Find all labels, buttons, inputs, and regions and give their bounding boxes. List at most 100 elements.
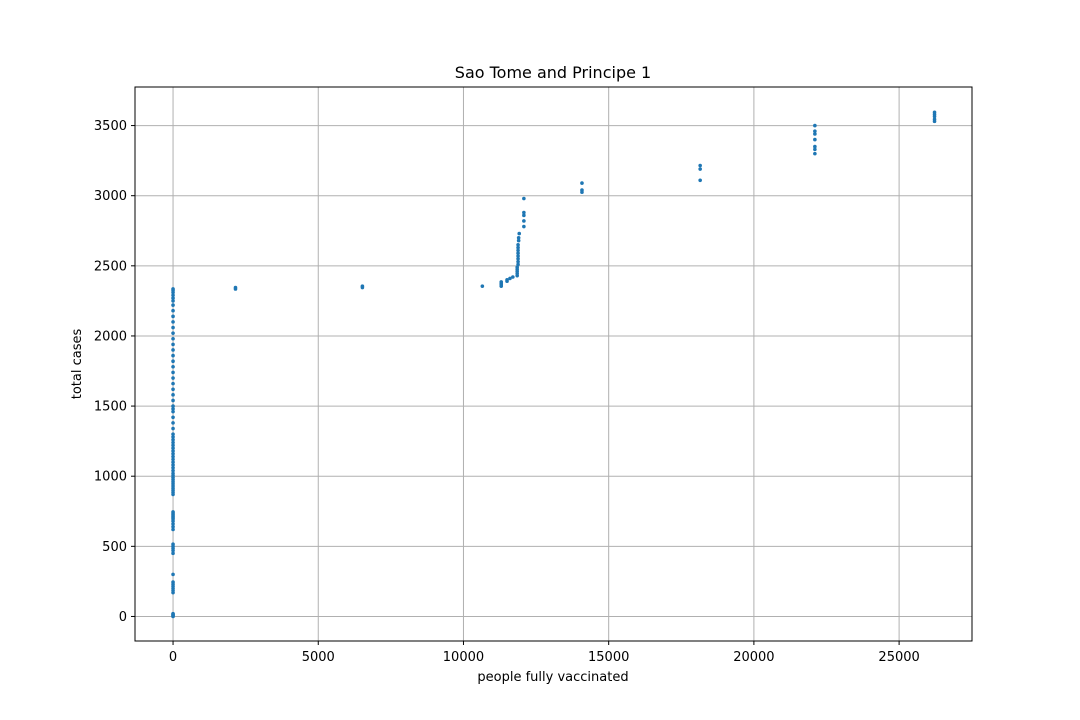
data-point	[171, 551, 175, 556]
data-point	[171, 320, 175, 324]
data-point	[171, 353, 175, 358]
data-point	[171, 443, 175, 448]
x-axis-label: people fully vaccinated	[477, 670, 628, 685]
data-point	[480, 284, 485, 288]
data-point	[171, 303, 175, 307]
y-tick-label: 0	[119, 610, 127, 625]
data-point	[516, 251, 520, 255]
data-point	[171, 336, 175, 341]
x-tick-label: 20000	[733, 650, 774, 665]
data-point	[171, 463, 175, 467]
data-point	[171, 376, 175, 380]
data-point	[516, 262, 520, 267]
data-point	[171, 446, 175, 450]
data-point	[171, 325, 175, 330]
y-tick-label: 2000	[94, 329, 127, 344]
data-point	[522, 210, 526, 215]
data-point	[522, 224, 526, 229]
data-point	[171, 572, 175, 577]
data-point	[171, 365, 175, 369]
data-point	[171, 440, 175, 445]
data-point	[516, 245, 520, 250]
data-point	[171, 542, 175, 547]
data-point	[171, 314, 175, 319]
data-point	[516, 235, 521, 240]
plot-frame	[134, 86, 973, 642]
data-point	[171, 432, 175, 436]
x-tick-label: 10000	[443, 650, 484, 665]
data-point	[171, 426, 175, 431]
data-point	[516, 259, 520, 264]
data-point	[698, 163, 702, 168]
data-point	[171, 370, 175, 375]
data-point	[516, 248, 520, 253]
chart-title: Sao Tome and Principe 1	[455, 63, 651, 82]
data-point	[522, 213, 526, 218]
data-point	[171, 527, 175, 532]
data-point	[580, 181, 584, 185]
data-point	[698, 167, 702, 171]
data-point	[813, 151, 817, 156]
data-point	[171, 435, 175, 439]
x-tick-label: 15000	[588, 650, 629, 665]
data-point	[171, 308, 175, 313]
data-point	[516, 254, 520, 258]
data-point	[171, 409, 175, 414]
y-tick-label: 3000	[94, 189, 127, 204]
data-point	[171, 348, 175, 352]
y-axis-ticks: 0 500 1000 1500 2000 2500 3000 3500	[94, 119, 135, 625]
data-point	[505, 278, 509, 282]
data-point	[516, 238, 521, 243]
data-point	[171, 387, 175, 392]
y-tick-label: 1500	[94, 400, 127, 415]
data-point	[171, 404, 175, 408]
data-point	[171, 465, 175, 470]
data-point	[516, 257, 520, 261]
data-point	[171, 398, 175, 403]
y-tick-label: 3500	[94, 119, 127, 134]
data-point	[171, 381, 175, 386]
grid	[135, 87, 972, 641]
data-point	[171, 510, 175, 514]
data-point	[813, 123, 817, 128]
data-point	[171, 580, 175, 584]
data-point	[171, 331, 175, 335]
x-axis-ticks: 0 5000 10000 15000 20000 25000	[169, 641, 920, 665]
x-tick-label: 0	[169, 650, 177, 665]
data-point	[171, 407, 175, 411]
data-point	[813, 144, 817, 149]
data-point	[522, 196, 526, 201]
data-point	[171, 299, 175, 303]
y-tick-label: 1000	[94, 470, 127, 485]
data-point	[171, 522, 175, 526]
data-point	[171, 524, 175, 529]
data-points	[171, 110, 937, 619]
data-point	[813, 147, 817, 152]
data-point	[932, 117, 937, 122]
data-point	[171, 287, 175, 291]
data-point	[171, 342, 175, 347]
data-point	[580, 188, 584, 192]
data-point	[171, 293, 175, 298]
data-point	[171, 449, 175, 453]
data-point	[698, 178, 702, 183]
data-point	[517, 231, 522, 236]
data-point	[171, 393, 175, 397]
data-point	[515, 265, 519, 270]
data-point	[233, 285, 238, 290]
data-point	[171, 611, 175, 616]
data-point	[813, 137, 817, 142]
data-point	[171, 460, 175, 464]
data-point	[813, 129, 817, 133]
data-point	[171, 454, 175, 459]
data-point	[171, 468, 175, 473]
data-point	[171, 421, 175, 425]
data-point	[516, 242, 520, 247]
data-point	[171, 296, 175, 300]
y-tick-label: 500	[102, 540, 127, 555]
x-tick-label: 5000	[302, 650, 335, 665]
data-point	[171, 471, 175, 476]
data-point	[171, 359, 175, 363]
